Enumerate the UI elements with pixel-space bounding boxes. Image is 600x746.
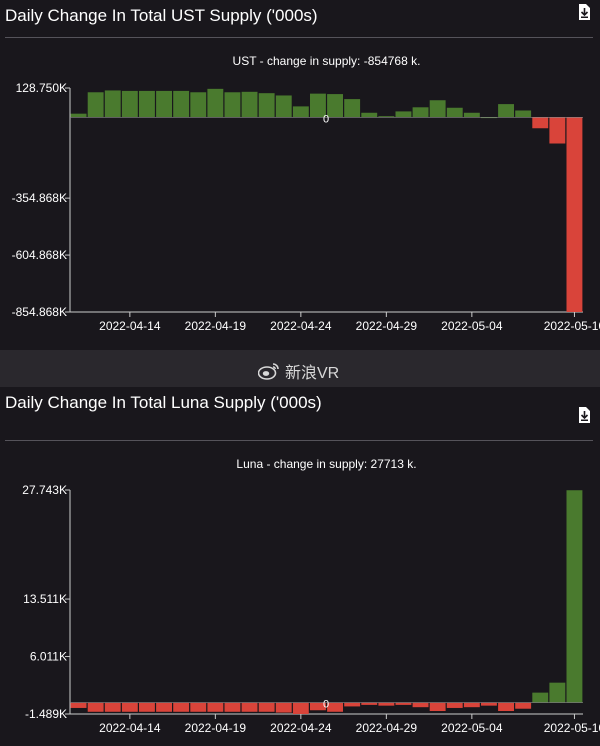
bar[interactable] [104, 702, 121, 712]
bar[interactable] [378, 116, 395, 118]
bar[interactable] [156, 90, 172, 118]
bar[interactable] [446, 702, 463, 708]
zero-label: 0 [323, 699, 329, 711]
zero-label: 0 [323, 113, 329, 125]
bar[interactable] [327, 702, 343, 712]
bar[interactable] [549, 117, 566, 144]
bar[interactable] [275, 95, 292, 118]
bar[interactable] [224, 702, 241, 712]
bar[interactable] [70, 113, 87, 118]
bar[interactable] [361, 702, 378, 705]
bar[interactable] [224, 92, 241, 118]
x-tick-label: 2022-04-19 [185, 319, 247, 333]
bar[interactable] [173, 702, 190, 712]
bar[interactable] [498, 104, 514, 118]
ust-bar-chart: UST - change in supply: -854768 k. 128.75… [12, 54, 600, 333]
bar[interactable] [463, 112, 480, 118]
bar[interactable] [275, 702, 292, 713]
luna-bar-chart: Luna - change in supply: 27713 k. 27.743K… [22, 457, 600, 735]
bar[interactable] [532, 692, 549, 703]
ust-supply-panel: Daily Change In Total UST Supply ('000s)… [0, 0, 600, 350]
bar[interactable] [549, 682, 566, 703]
bar[interactable] [429, 100, 446, 118]
x-tick-label: 2022-05-10 [544, 319, 600, 333]
bar[interactable] [173, 90, 190, 118]
bar[interactable] [532, 117, 549, 129]
bar[interactable] [344, 99, 361, 118]
x-tick-label: 2022-04-24 [270, 721, 332, 735]
bar[interactable] [87, 702, 104, 712]
y-tick-label: 27.743K [22, 483, 67, 497]
bar[interactable] [446, 107, 463, 118]
bar[interactable] [327, 94, 343, 118]
bar[interactable] [70, 702, 87, 708]
panel-divider [5, 37, 593, 38]
bar[interactable] [498, 702, 514, 712]
bar[interactable] [412, 107, 429, 118]
bar[interactable] [378, 702, 395, 706]
bar[interactable] [310, 702, 326, 711]
bar[interactable] [190, 92, 207, 118]
chart-title: UST - change in supply: -854768 k. [233, 54, 421, 68]
bar[interactable] [207, 88, 224, 118]
panel-title: Daily Change In Total Luna Supply ('000s… [5, 393, 322, 412]
x-tick-label: 2022-04-19 [185, 721, 247, 735]
watermark-text: 新浪VR [285, 365, 340, 382]
bar[interactable] [395, 111, 412, 118]
x-tick-label: 2022-04-29 [356, 319, 418, 333]
x-tick-label: 2022-04-24 [270, 319, 332, 333]
download-icon[interactable] [578, 407, 590, 423]
panel-divider [5, 440, 593, 441]
x-tick-label: 2022-05-10 [544, 721, 600, 735]
bar[interactable] [395, 702, 412, 705]
bar[interactable] [207, 702, 224, 712]
y-tick-label: -854.868K [12, 305, 67, 319]
bar[interactable] [156, 702, 172, 712]
y-tick-label: -1.489K [25, 707, 67, 721]
watermark: 新浪VR [258, 361, 340, 382]
bar[interactable] [515, 110, 532, 118]
bar[interactable] [258, 93, 275, 118]
bar[interactable] [292, 106, 309, 118]
x-tick-label: 2022-04-14 [99, 319, 161, 333]
bar[interactable] [292, 702, 309, 714]
bar[interactable] [139, 90, 155, 118]
bar[interactable] [481, 702, 497, 706]
chart-title: Luna - change in supply: 27713 k. [236, 457, 416, 471]
x-tick-label: 2022-05-04 [441, 721, 503, 735]
bar[interactable] [463, 702, 480, 708]
watermark-band [0, 350, 600, 387]
bar[interactable] [566, 117, 583, 312]
bar[interactable] [190, 702, 207, 712]
y-tick-label: -354.868K [12, 191, 67, 205]
bar[interactable] [310, 93, 326, 118]
y-tick-label: 13.511K [23, 592, 67, 606]
bar[interactable] [87, 92, 104, 118]
bar[interactable] [241, 702, 258, 712]
x-tick-label: 2022-04-14 [99, 721, 161, 735]
y-tick-label: -604.868K [12, 248, 67, 262]
bar[interactable] [361, 112, 378, 118]
bar[interactable] [412, 702, 429, 708]
bar[interactable] [241, 91, 258, 118]
bar[interactable] [566, 490, 583, 703]
panel-title: Daily Change In Total UST Supply ('000s) [5, 6, 318, 25]
bar[interactable] [258, 702, 275, 712]
bar[interactable] [104, 90, 121, 118]
bar[interactable] [429, 702, 446, 712]
luna-supply-panel: Daily Change In Total Luna Supply ('000s… [0, 387, 600, 746]
y-tick-label: 6.011K [30, 650, 67, 664]
bar[interactable] [121, 90, 138, 118]
bar[interactable] [139, 702, 155, 712]
y-tick-label: 128.750K [16, 81, 67, 95]
download-icon[interactable] [578, 4, 590, 20]
x-tick-label: 2022-04-29 [356, 721, 418, 735]
x-tick-label: 2022-05-04 [441, 319, 503, 333]
bar[interactable] [344, 702, 361, 707]
bar[interactable] [515, 702, 532, 709]
bar[interactable] [121, 702, 138, 712]
weibo-logo-icon [258, 363, 279, 380]
